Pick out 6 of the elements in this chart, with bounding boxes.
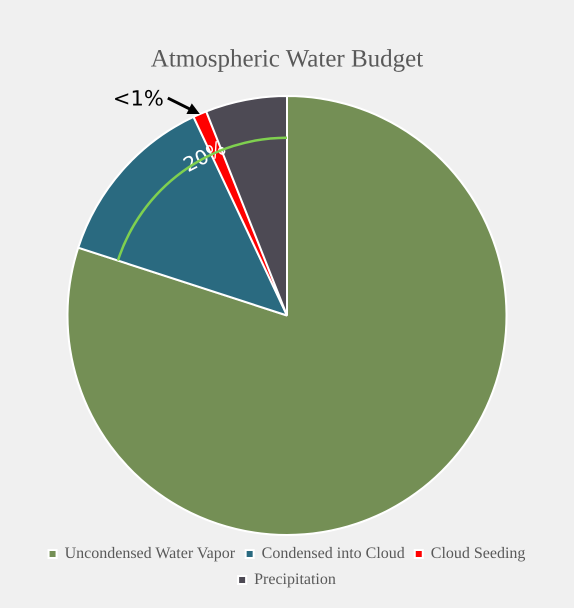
chart-title: Atmospheric Water Budget bbox=[150, 46, 424, 73]
legend-label: Condensed into Cloud bbox=[262, 545, 405, 562]
legend-label: Uncondensed Water Vapor bbox=[64, 545, 236, 562]
legend-label: Cloud Seeding bbox=[430, 545, 526, 562]
text: <1% bbox=[112, 86, 164, 111]
legend-label: Precipitation bbox=[254, 571, 336, 588]
